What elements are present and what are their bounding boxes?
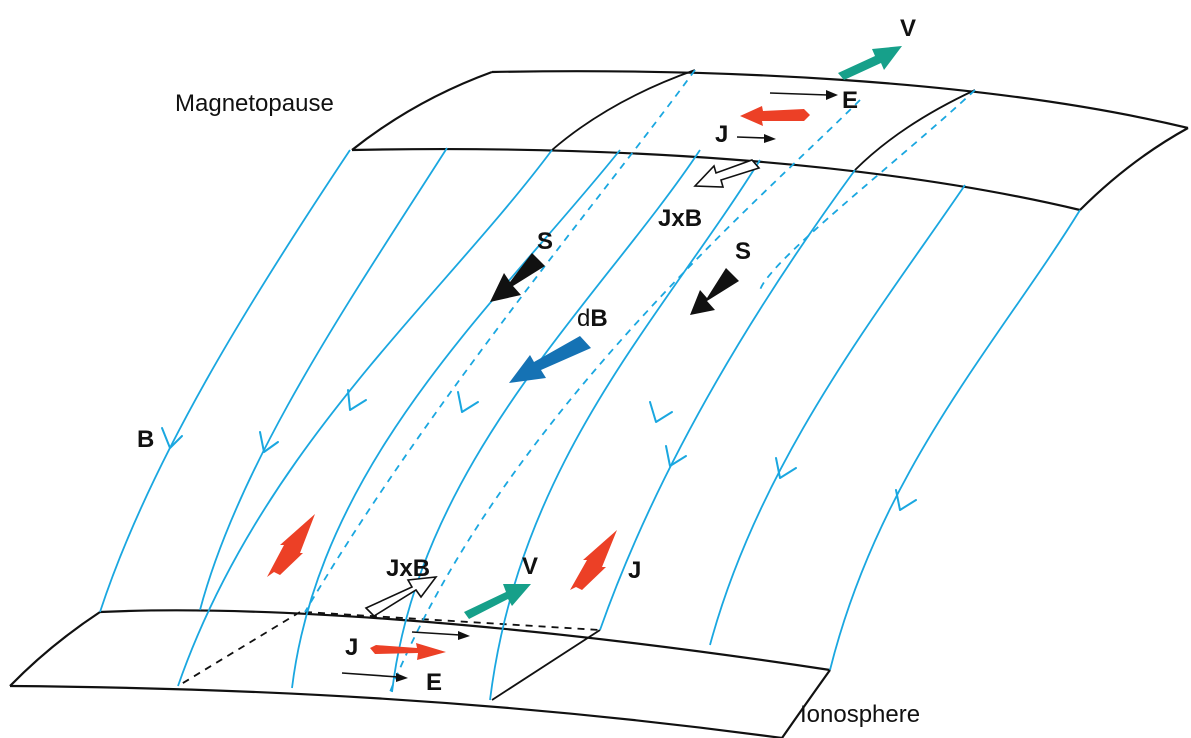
e-arrow-bottom-1-head [458,631,470,640]
ionosphere-label: Ionosphere [800,701,920,728]
jxb-arrow-bottom [366,577,436,616]
current-label-right: J [628,557,641,584]
electric-field-arrows [342,90,838,682]
current-label-top: J [715,121,728,148]
velocity-label-top: V [900,15,916,42]
velocity-label-bottom: V [522,553,538,580]
jxb-label-bottom: JxB [386,555,430,582]
ionosphere-surface [10,610,830,738]
current-arrows [267,106,810,660]
current-arrow-top [740,106,810,126]
e-arrow-bottom-1 [412,632,460,635]
jxb-label-top: JxB [658,205,702,232]
field-chevron-icon [458,392,478,412]
delta-b-vector: B [590,305,607,332]
current-arrow-left [267,514,315,577]
velocity-arrows [464,46,902,619]
electric-field-label-top: E [842,87,858,114]
e-arrow-top-2 [737,137,766,138]
electric-field-label-bottom: E [426,669,442,696]
poynting-label-right: S [735,238,751,265]
field-chevron-icon [776,458,796,478]
field-chevron-icon [650,402,672,422]
e-arrow-top-1 [770,93,828,95]
magnetic-field-lines [100,70,1080,700]
delta-b-prefix: d [577,305,590,332]
poynting-arrow-right [690,268,739,315]
e-arrow-top-2-head [764,134,776,143]
poynting-label-left: S [537,228,553,255]
delta-b-arrow [509,336,591,383]
current-arrow-right [570,530,617,590]
jxb-arrow-top [695,160,759,187]
magnetopause-label: Magnetopause [175,90,334,117]
current-arrow-bottom [370,643,446,660]
e-arrow-bottom-2 [342,673,398,677]
velocity-arrow-top [838,46,902,80]
velocity-arrow-bottom [464,584,531,619]
field-chevron-icon [348,390,366,410]
delta-b-label: dB [577,305,608,332]
magnetic-field-label: B [137,426,154,453]
current-label-bottom: J [345,634,358,661]
e-arrow-top-1-head [826,90,838,100]
e-arrow-bottom-2-head [396,673,408,682]
poynting-arrows [490,253,739,315]
